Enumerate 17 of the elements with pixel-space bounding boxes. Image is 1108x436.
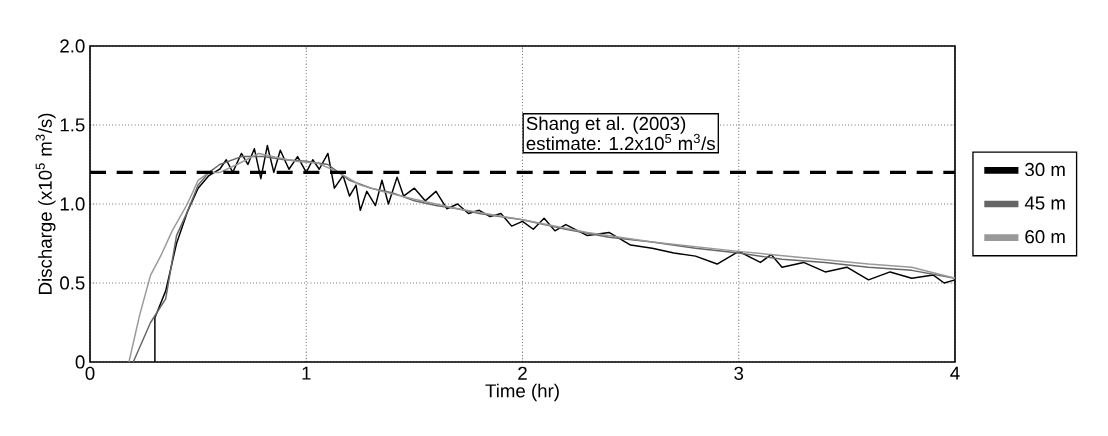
legend-label: 60 m	[1025, 230, 1065, 244]
y-tick-label: 0.5	[60, 276, 85, 290]
y-tick-label: 1.0	[60, 197, 85, 211]
x-tick-label: 1	[302, 366, 311, 380]
x-tick-label: 2	[518, 366, 527, 380]
x-tick-label: 0	[85, 366, 95, 380]
legend-label: 30 m	[1025, 162, 1065, 177]
y-tick-label: 2.0	[60, 39, 85, 53]
y-tick-label: 0	[75, 355, 85, 369]
y-tick-label: 1.5	[60, 118, 85, 132]
x-tick-label: 3	[734, 366, 744, 380]
x-tick-label: 4	[950, 366, 960, 380]
x-axis-title: Time (hr)	[485, 383, 559, 402]
annotation: estimate: 1.2x10$^{5}$ m$^{3}$/s	[526, 133, 715, 151]
y-axis-title: Discharge (x10$^{5}$ m$^{3}$/s)	[35, 113, 56, 294]
annotation: Shang et al. (2003)	[526, 116, 686, 134]
legend-label: 45 m	[1024, 196, 1065, 210]
